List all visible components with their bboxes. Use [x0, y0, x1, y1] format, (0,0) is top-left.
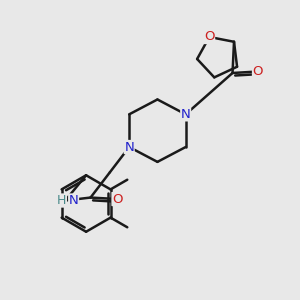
Text: O: O [204, 31, 214, 44]
Text: N: N [69, 194, 79, 207]
Text: O: O [253, 65, 263, 78]
Text: N: N [124, 140, 134, 154]
Text: O: O [112, 193, 123, 206]
Text: H: H [57, 194, 66, 207]
Text: N: N [181, 108, 190, 121]
